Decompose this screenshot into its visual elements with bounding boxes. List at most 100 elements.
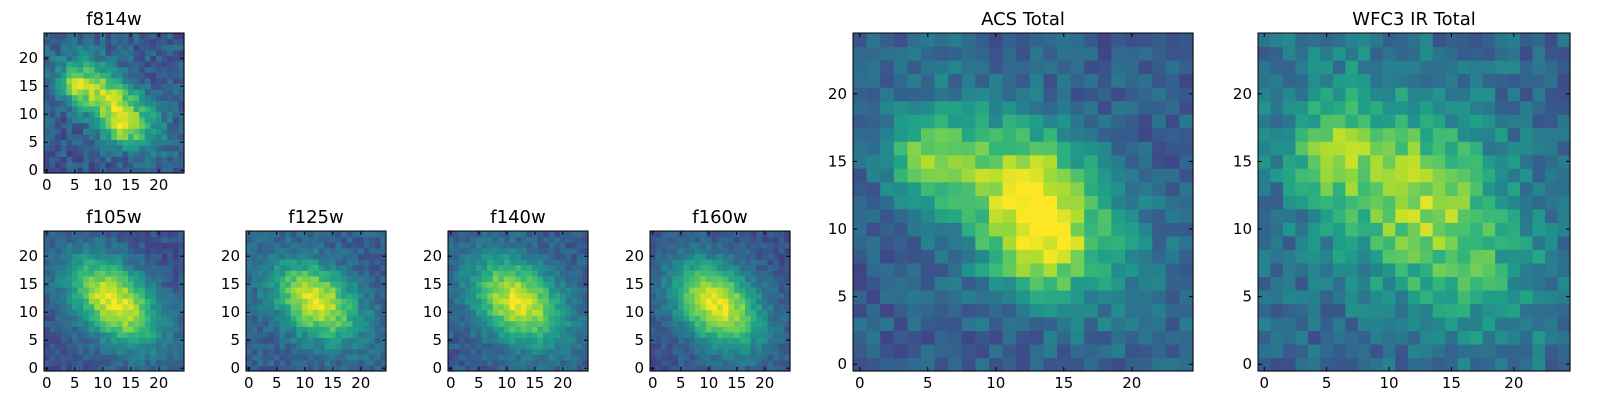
heatmap-cell [105,145,112,152]
heatmap-cell [1495,235,1509,250]
heatmap-cell [683,281,690,288]
heatmap-cell [678,247,685,254]
heatmap-cell [262,270,269,277]
heatmap-cell [105,247,112,254]
heatmap-cell [1152,343,1167,359]
heatmap-cell [734,298,741,305]
heatmap-cell [1043,154,1058,169]
heatmap-cell [172,66,179,73]
heatmap-cell [853,195,868,210]
heatmap-cell [122,354,129,361]
heatmap-cell [1495,249,1509,264]
heatmap-cell [1320,168,1334,183]
heatmap-cell [122,139,129,146]
heatmap-cell [83,315,90,322]
heatmap-cell [251,242,258,249]
heatmap-cell [722,359,729,366]
heatmap-cell [172,167,179,174]
heatmap-cell [448,242,455,249]
heatmap-cell [1084,114,1099,129]
heatmap-cell [576,359,583,366]
heatmap-cell [1532,249,1546,264]
heatmap-cell [1432,195,1446,210]
heatmap-cell [975,262,990,277]
heatmap-cell [1057,141,1072,156]
heatmap-cell [335,275,342,282]
heatmap-cell [77,264,84,271]
heatmap-cell [285,264,292,271]
heatmap-cell [139,61,146,68]
heatmap-cell [1258,73,1272,88]
heatmap-cell [83,292,90,299]
heatmap-cell [72,287,79,294]
heatmap-cell [481,264,488,271]
heatmap-cell [161,303,168,310]
heatmap-cell [72,343,79,350]
heatmap-cell [122,365,129,372]
heatmap-cell [975,114,990,129]
heatmap-cell [161,298,168,305]
heatmap-cell [504,354,511,361]
heatmap-cell [689,236,696,243]
heatmap-cell [274,236,281,243]
heatmap-cell [1270,357,1284,372]
heatmap-cell [116,38,123,45]
heatmap-cell [543,281,550,288]
heatmap-cell [167,253,174,260]
heatmap-cell [448,292,455,299]
heatmap-cell [498,259,505,266]
heatmap-cell [172,72,179,79]
heatmap-cell [661,270,668,277]
heatmap-cell [172,326,179,333]
heatmap-cell [335,231,342,238]
heatmap-cell [650,292,657,299]
heatmap-cell [948,235,963,250]
heatmap-cell [324,354,331,361]
heatmap-cell [49,337,56,344]
heatmap-cell [150,292,157,299]
heatmap-cell [139,247,146,254]
heatmap-cell [302,275,309,282]
heatmap-cell [1258,316,1272,332]
heatmap-cell [335,331,342,338]
heatmap-cell [453,315,460,322]
heatmap-cell [363,281,370,288]
heatmap-cell [532,354,539,361]
heatmap-cell [1370,249,1384,264]
heatmap-cell [122,326,129,333]
heatmap-cell [866,195,881,210]
heatmap-cell [734,270,741,277]
heatmap-cell [1070,73,1085,88]
heatmap-cell [756,320,763,327]
heatmap-cell [762,247,769,254]
heatmap-cell [1165,357,1180,372]
heatmap-cell [1382,100,1396,115]
heatmap-cell [60,49,67,56]
heatmap-cell [1432,330,1446,345]
heatmap-cell [296,264,303,271]
heatmap-cell [1125,60,1140,75]
heatmap-cell [133,44,140,51]
heatmap-cell [369,354,376,361]
heatmap-cell [307,331,314,338]
heatmap-cell [1111,127,1126,142]
heatmap-cell [762,287,769,294]
heatmap-cell [161,133,168,140]
heatmap-cell [1295,249,1309,264]
heatmap-cell [1520,235,1534,250]
heatmap-cell [144,242,151,249]
heatmap-cell [150,38,157,45]
heatmap-cell [520,343,527,350]
heatmap-cell [989,195,1004,210]
heatmap-cell [1295,181,1309,196]
heatmap-cell [492,354,499,361]
heatmap-cell [921,73,936,88]
heatmap-cell [459,315,466,322]
heatmap-cell [167,44,174,51]
heatmap-cell [893,208,908,223]
heatmap-cell [1029,127,1044,142]
heatmap-cell [948,195,963,210]
heatmap-cell [111,359,118,366]
heatmap-cell [661,264,668,271]
